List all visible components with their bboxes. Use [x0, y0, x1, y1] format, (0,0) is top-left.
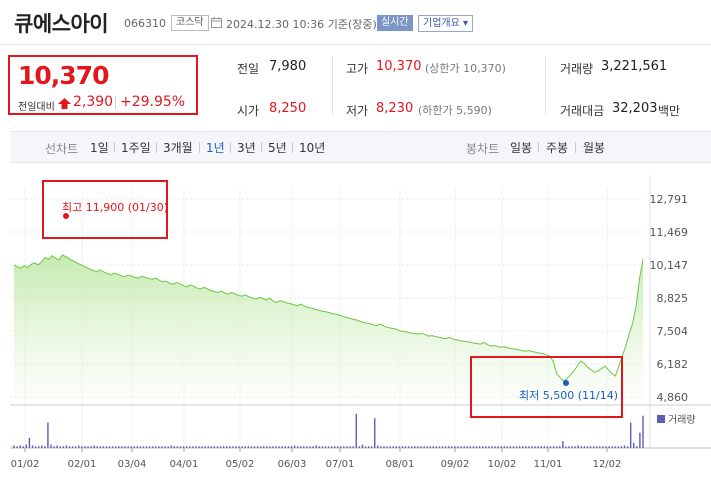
period-sep: [199, 142, 200, 153]
price-change-percent: +29.95%: [120, 94, 186, 110]
period-sep: [538, 142, 539, 153]
period-3y[interactable]: 3년: [237, 141, 256, 155]
open-label: 시가: [237, 104, 260, 118]
x-tick-label: 11/01: [534, 459, 563, 470]
low-value: 8,230: [376, 101, 414, 116]
candle-chart-label: 봉차트: [466, 142, 500, 156]
y-tick-label: 7,504: [657, 325, 689, 338]
volume-label: 거래량: [668, 414, 696, 426]
period-sep: [292, 142, 293, 153]
candle-daily[interactable]: 일봉: [510, 141, 533, 155]
current-price-box: 10,370 전일대비 2,390 +29.95%: [8, 55, 198, 115]
candle-monthly[interactable]: 월봉: [583, 141, 606, 155]
live-badge[interactable]: 실시간: [377, 15, 413, 31]
x-tick-label: 08/01: [386, 459, 415, 470]
period-5y[interactable]: 5년: [268, 141, 287, 155]
period-1y[interactable]: 1년: [206, 141, 225, 155]
turnover-value: 32,203: [612, 101, 658, 116]
period-10y[interactable]: 10년: [299, 141, 326, 155]
x-tick-label: 10/02: [488, 459, 517, 470]
low-label: 저가: [346, 104, 369, 118]
stock-code: 066310: [124, 17, 166, 30]
y-tick-label: 4,860: [657, 391, 689, 404]
high-highlight-box: [42, 180, 168, 239]
chart-period-bar: 선차트 1일 1주일 3개월 1년 3년 5년 10년 봉차트 일봉 주봉 월봉: [10, 131, 711, 163]
period-sep: [114, 142, 115, 153]
y-tick-label: 12,791: [650, 193, 689, 206]
basis-label: 기준(장중): [327, 18, 377, 31]
low-annotation: 최저 5,500 (11/14): [519, 389, 618, 402]
up-arrow-icon: [58, 98, 71, 109]
company-name: 큐에스아이: [14, 12, 109, 36]
price-chart[interactable]: 12,791 11,469 10,147 8,825 7,504 6,182 4,860 01…: [0, 165, 711, 493]
x-tick-label: 01/02: [11, 459, 40, 470]
x-tick-label: 12/02: [593, 459, 622, 470]
stock-header: 큐에스아이 066310 코스닥 2024.12.30 10:36 기준(장중)…: [0, 0, 711, 44]
prev-close-value: 7,980: [269, 59, 307, 74]
stock-stats: 전일 7,980 고가 10,370 (상한가 10,370) 거래량 3,22…: [220, 50, 711, 120]
high-marker: [63, 213, 69, 219]
lower-limit: (하한가 5,590): [418, 104, 492, 117]
x-tick-label: 03/04: [118, 459, 147, 470]
high-label: 고가: [346, 62, 369, 76]
price-area: [14, 254, 643, 397]
y-tick-label: 10,147: [650, 259, 689, 272]
market-badge: 코스닥: [171, 15, 209, 31]
period-sep: [261, 142, 262, 153]
y-tick-label: 6,182: [657, 358, 689, 371]
change-separator: [115, 96, 116, 109]
price-chart-svg: 12,791 11,469 10,147 8,825 7,504 6,182 4,860 01…: [10, 175, 711, 470]
datetime-value: 2024.12.30 10:36: [226, 18, 325, 31]
header-divider: [0, 44, 711, 45]
calendar-icon: [211, 17, 222, 28]
x-tick-label: 09/02: [441, 459, 470, 470]
x-tick-label: 05/02: [226, 459, 255, 470]
low-highlight-box: [470, 356, 623, 418]
volume-legend-swatch: [657, 415, 665, 423]
line-chart-label: 선차트: [45, 142, 79, 156]
period-1w[interactable]: 1주일: [121, 141, 151, 155]
x-tick-label: 07/01: [326, 459, 355, 470]
y-tick-label: 11,469: [650, 226, 689, 239]
candle-weekly[interactable]: 주봉: [546, 141, 569, 155]
turnover-unit: 백만: [658, 104, 681, 118]
period-sep: [575, 142, 576, 153]
x-tick-label: 06/03: [278, 459, 307, 470]
quote-datetime: 2024.12.30 10:36 기준(장중): [226, 16, 377, 32]
open-value: 8,250: [269, 101, 307, 116]
volume-label: 거래량: [560, 62, 594, 76]
price-line: [13, 254, 644, 382]
low-marker: [563, 380, 569, 386]
prev-close-label: 전일: [237, 62, 260, 76]
x-tick-label: 02/01: [68, 459, 97, 470]
high-annotation: 최고 11,900 (01/30): [62, 201, 168, 214]
company-info-button[interactable]: 기업개요 ▾: [418, 15, 473, 32]
period-sep: [156, 142, 157, 153]
upper-limit: (상한가 10,370): [425, 62, 506, 75]
period-1d[interactable]: 1일: [90, 141, 109, 155]
period-sep: [230, 142, 231, 153]
prev-compare-label: 전일대비: [18, 102, 55, 113]
price-change: 2,390: [73, 94, 114, 110]
current-price: 10,370: [18, 61, 109, 90]
volume-value: 3,221,561: [601, 59, 668, 74]
period-3m[interactable]: 3개월: [163, 141, 193, 155]
stats-divider-2: [545, 56, 546, 116]
x-tick-label: 04/01: [170, 459, 199, 470]
stats-divider-1: [332, 56, 333, 116]
high-value: 10,370: [376, 59, 422, 74]
turnover-label: 거래대금: [560, 104, 605, 118]
y-tick-label: 8,825: [657, 292, 689, 305]
